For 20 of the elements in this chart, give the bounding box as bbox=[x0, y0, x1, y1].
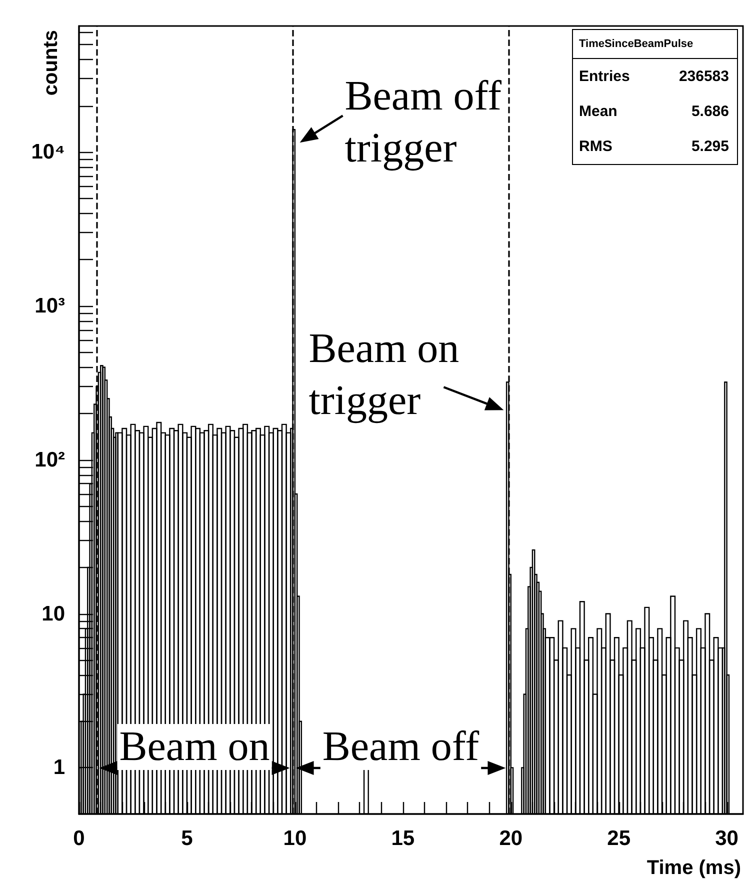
annotation: Beam off bbox=[322, 724, 480, 770]
x-tick-label: 25 bbox=[607, 827, 631, 850]
annotation: TimeSinceBeamPulse bbox=[573, 30, 737, 59]
x-tick-label: 0 bbox=[73, 827, 85, 850]
y-tick-label: 10 bbox=[42, 602, 65, 626]
x-tick-label: 10 bbox=[283, 827, 307, 850]
y-tick-label: 1 bbox=[53, 756, 66, 780]
x-axis-title: Time (ms) bbox=[646, 857, 741, 879]
x-tick-label: 5 bbox=[181, 827, 194, 850]
annotation: Beam off trigger bbox=[344, 74, 502, 172]
x-tick-label: 30 bbox=[715, 827, 738, 850]
y-tick-label: 10⁴ bbox=[31, 140, 65, 164]
y-tick-label: 10² bbox=[34, 448, 65, 472]
annotation: Beam on trigger bbox=[308, 326, 460, 424]
y-axis-title: counts bbox=[40, 30, 62, 96]
x-tick-label: 20 bbox=[499, 827, 523, 850]
x-tick-label: 15 bbox=[391, 827, 415, 850]
y-tick-label: 10³ bbox=[34, 294, 65, 318]
stats-box: TimeSinceBeamPulse Entries 236583 Mean 5.686 RMS 5.295 bbox=[572, 29, 738, 165]
annotation: Beam on bbox=[119, 724, 270, 770]
